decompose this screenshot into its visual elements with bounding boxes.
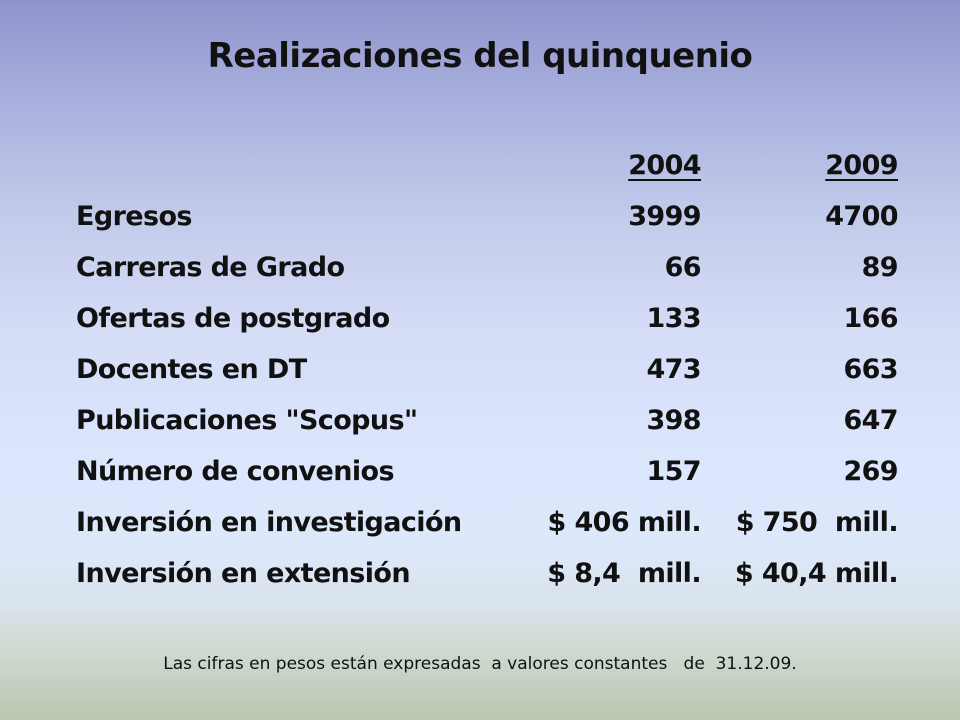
table-row: Publicaciones "Scopus" 398 647 — [76, 395, 899, 446]
value-2004: $ 406 mill. — [547, 507, 701, 538]
value-2009: $ 750 mill. — [735, 507, 899, 538]
table-row: Carreras de Grado 66 89 — [76, 242, 899, 293]
header-label-cell — [76, 140, 536, 191]
table-row: Inversión en investigación $ 406 mill. $… — [76, 497, 899, 548]
table-row: Número de convenios 157 269 — [76, 446, 899, 497]
value-2004: 66 — [664, 252, 702, 283]
value-2004: 398 — [646, 405, 701, 436]
value-2004: 157 — [646, 456, 701, 487]
table-row: Docentes en DT 473 663 — [76, 344, 899, 395]
row-label: Docentes en DT — [76, 354, 307, 385]
value-2004: 473 — [646, 354, 701, 385]
row-label: Ofertas de postgrado — [76, 303, 390, 334]
table-row: Ofertas de postgrado 133 166 — [76, 293, 899, 344]
slide-title: Realizaciones del quinquenio — [207, 36, 753, 76]
row-label: Carreras de Grado — [76, 252, 345, 283]
table-row: Egresos 3999 4700 — [76, 191, 899, 242]
table-header-row: 2004 2009 — [76, 140, 898, 191]
row-label: Publicaciones "Scopus" — [76, 405, 418, 436]
value-2004: 3999 — [628, 201, 701, 232]
row-label: Número de convenios — [76, 456, 395, 487]
value-2009: 166 — [843, 303, 898, 334]
footnote: Las cifras en pesos están expresadas a v… — [163, 654, 797, 674]
achievements-table: 2004 2009 Egresos 3999 4700 Carreras de … — [76, 140, 899, 599]
header-year-2004: 2004 — [536, 140, 701, 191]
value-2009: 4700 — [825, 201, 898, 232]
row-label: Egresos — [76, 201, 192, 232]
value-2009: $ 40,4 mill. — [734, 558, 899, 589]
value-2009: 647 — [843, 405, 898, 436]
value-2009: 89 — [861, 252, 899, 283]
header-year-2004-text: 2004 — [628, 150, 701, 181]
value-2009: 663 — [843, 354, 898, 385]
header-year-2009-text: 2009 — [825, 150, 898, 181]
table-row: Inversión en extensión $ 8,4 mill. $ 40,… — [76, 548, 899, 599]
value-2009: 269 — [843, 456, 898, 487]
value-2004: $ 8,4 mill. — [547, 558, 701, 589]
row-label: Inversión en investigación — [76, 507, 462, 538]
row-label: Inversión en extensión — [76, 558, 411, 589]
header-year-2009: 2009 — [701, 140, 898, 191]
value-2004: 133 — [646, 303, 701, 334]
